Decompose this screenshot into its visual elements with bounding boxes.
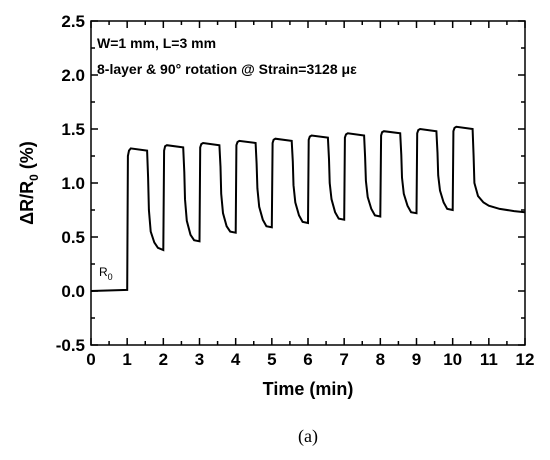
y-tick-label: 0.5 (61, 228, 85, 247)
x-tick-label: 2 (159, 350, 168, 369)
x-tick-label: 0 (86, 350, 95, 369)
x-tick-label: 3 (195, 350, 204, 369)
y-axis-title: ΔR/R0 (%) (17, 141, 41, 225)
x-tick-label: 11 (480, 350, 498, 369)
y-axis-title-sub: 0 (27, 174, 41, 181)
r0-label-main: R (99, 265, 108, 279)
y-axis-title-main: ΔR/R (17, 181, 37, 225)
x-tick-label: 9 (412, 350, 421, 369)
x-tick-label: 6 (303, 350, 312, 369)
axis-tick-labels: 0 1 2 3 4 5 6 7 8 9 10 11 12-0.50.00.51.01.52.02.5 (56, 12, 535, 369)
y-tick-label: 1.0 (61, 174, 85, 193)
x-tick-label: 4 (231, 350, 241, 369)
x-tick-label: 5 (267, 350, 276, 369)
y-tick-label: 2.0 (61, 66, 85, 85)
y-tick-label: 0.0 (61, 282, 85, 301)
y-tick-label: -0.5 (56, 336, 85, 355)
y-tick-label: 1.5 (61, 120, 85, 139)
annotation-dimensions: W=1 mm, L=3 mm (97, 35, 216, 51)
x-tick-label: 10 (443, 350, 462, 369)
data-series-line (90, 125, 526, 292)
axis-ticks (90, 20, 526, 346)
x-axis-title: Time (min) (263, 379, 354, 399)
y-tick-label: 2.5 (61, 12, 85, 31)
r0-label-sub: 0 (108, 272, 113, 282)
x-tick-label: 7 (339, 350, 348, 369)
y-axis-title-unit: (%) (17, 141, 37, 174)
figure-caption: (a) (298, 426, 318, 447)
x-tick-label: 12 (516, 350, 535, 369)
annotation-condition: 8-layer & 90° rotation @ Strain=3128 με (97, 61, 357, 77)
r0-label: R0 (99, 265, 113, 282)
x-tick-label: 8 (376, 350, 385, 369)
x-tick-label: 1 (122, 350, 131, 369)
